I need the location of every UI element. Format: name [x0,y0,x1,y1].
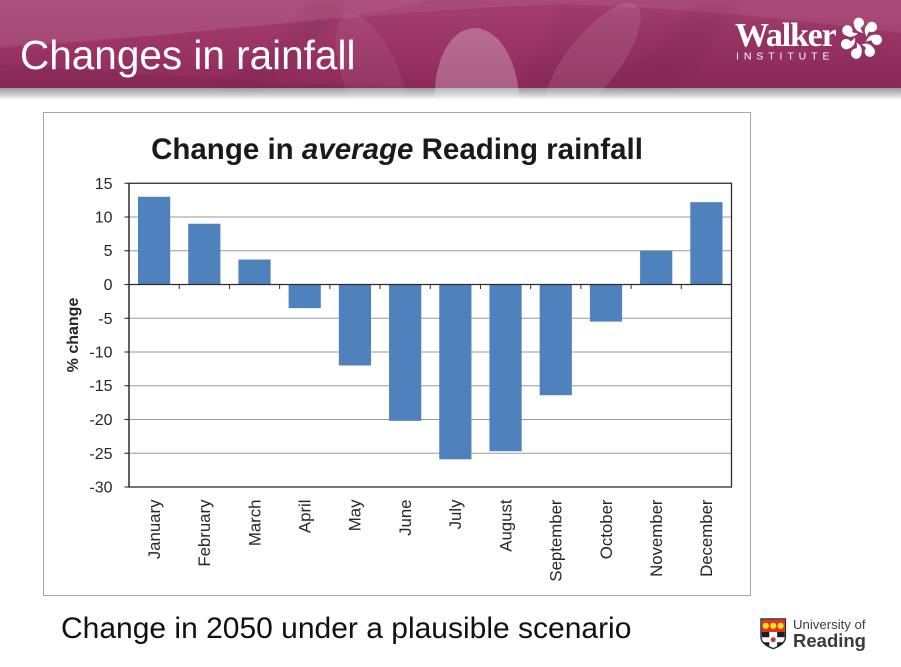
svg-text:INSTITUTE: INSTITUTE [736,51,834,63]
svg-text:15: 15 [95,176,113,193]
svg-text:February: February [195,499,214,567]
svg-text:July: July [446,499,465,529]
svg-text:September: September [547,499,566,581]
svg-text:June: June [396,500,415,536]
svg-text:-20: -20 [89,412,112,429]
svg-text:% change: % change [65,298,82,373]
svg-text:Reading: Reading [793,630,866,651]
svg-text:5: 5 [104,243,113,260]
svg-text:-10: -10 [89,345,112,362]
svg-text:0: 0 [104,277,113,294]
svg-text:University of: University of [793,617,866,632]
svg-text:March: March [245,500,264,547]
svg-text:April: April [296,500,315,534]
svg-text:January: January [145,499,164,559]
svg-text:-30: -30 [89,480,112,497]
svg-text:-5: -5 [98,311,112,328]
svg-text:October: October [597,499,616,559]
svg-text:Change in average Reading rain: Change in average Reading rainfall [151,133,643,166]
svg-text:10: 10 [95,210,113,227]
svg-text:August: August [496,499,515,552]
svg-text:December: December [697,499,716,577]
svg-text:May: May [346,499,365,531]
svg-text:Walker: Walker [735,17,837,54]
svg-text:-25: -25 [89,446,112,463]
svg-text:November: November [647,499,666,577]
svg-text:-15: -15 [89,378,112,395]
